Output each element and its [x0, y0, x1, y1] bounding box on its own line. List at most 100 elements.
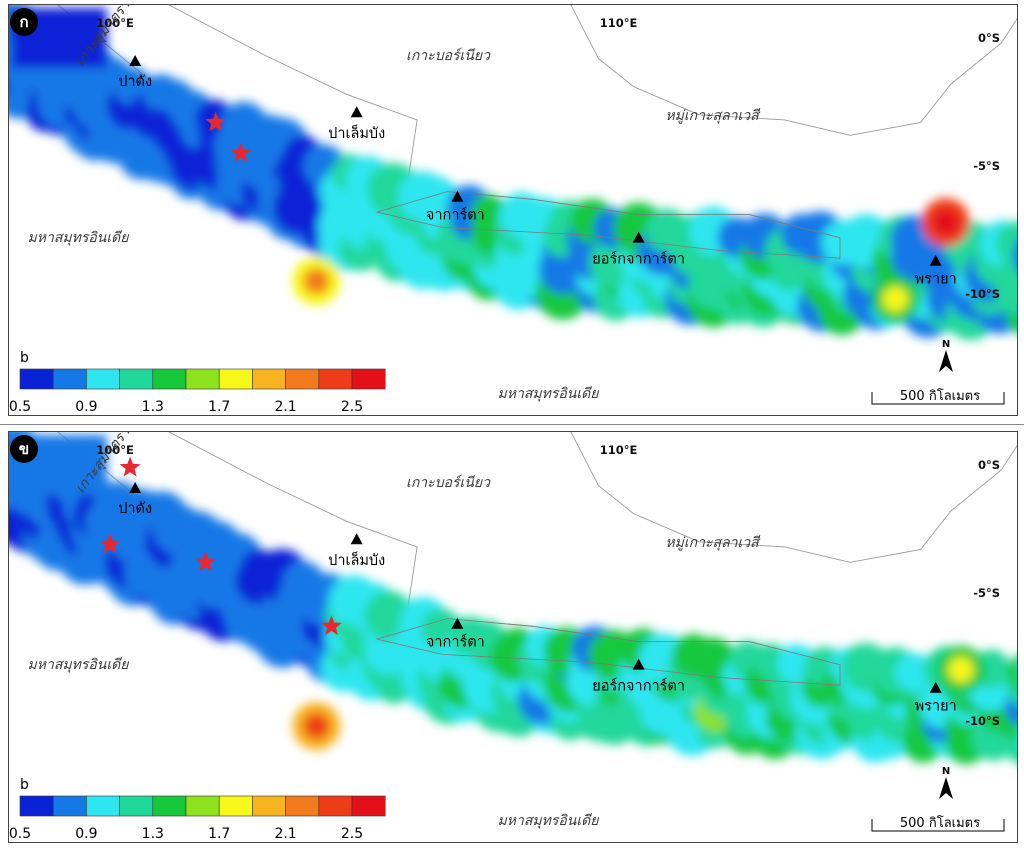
colorbar-cell [185, 795, 220, 817]
map-canvas: 100°E110°E120°E130°E0°S-5°S-10°Sเกาะสุมา… [9, 427, 1017, 829]
epicenter-star-icon [230, 142, 252, 163]
colorbar-tick-label: 0.5 [9, 399, 31, 415]
region-label: หมู่เกาะสุลาเวสี [665, 535, 761, 551]
scale-bar-line [871, 819, 1005, 832]
colorbar-tick-label: 0.5 [9, 826, 31, 842]
region-label: มหาสมุทรอินเดีย [498, 386, 600, 402]
city-label: ปาดัง [118, 501, 152, 517]
colorbar-cell [218, 368, 253, 390]
lat-label: 0°S [978, 31, 1000, 45]
city-label: ยอร์กจาการ์ตา [592, 251, 685, 268]
city-label: ปาเล็มบัง [328, 550, 385, 569]
b-value-field [9, 5, 1017, 340]
borneo-outline [570, 432, 1017, 563]
b-value-field [9, 432, 1017, 765]
lat-label: -10°S [965, 714, 1000, 728]
colorbar-tick-label: 2.1 [274, 826, 296, 842]
malay-outline [135, 0, 326, 2]
colorbar: b 0.5 0.9 1.3 1.7 2.1 2.5 [9, 350, 386, 415]
city-label: จาการ์ตา [426, 634, 485, 651]
borneo-outline [570, 5, 1017, 136]
scale-bar-line [871, 392, 1005, 405]
panel-a-map: 100°E110°E120°E130°E0°S-5°S-10°Sเกาะสุมา… [9, 0, 1017, 415]
colorbar-cell [19, 368, 54, 390]
city-label: พรายา [915, 699, 957, 715]
panel-label: ข [19, 440, 29, 458]
city-marker-icon [451, 617, 464, 629]
city-label: จาการ์ตา [426, 207, 485, 224]
colorbar-tick-label: 0.9 [75, 399, 97, 415]
city-marker-icon [632, 658, 645, 670]
epicenter-star-icon [195, 551, 217, 572]
north-arrow-icon: N [939, 766, 953, 799]
colorbar-title: b [20, 777, 29, 793]
lon-label: 100°E [96, 443, 134, 457]
epicenter-star-icon [321, 615, 342, 636]
colorbar-cell [152, 795, 187, 817]
colorbar-cell [19, 795, 54, 817]
north-arrowhead [939, 350, 953, 372]
colorbar-cell [351, 795, 386, 817]
north-label: N [942, 766, 950, 777]
city-marker-icon [129, 55, 142, 67]
colorbar-tick-label: 1.7 [208, 399, 230, 415]
lat-label: -10°S [965, 287, 1000, 301]
colorbar-cell [119, 368, 154, 390]
colorbar-cell [52, 795, 87, 817]
malay-outline [135, 427, 326, 429]
lon-label: 100°E [96, 16, 134, 30]
colorbar-tick-label: 1.3 [142, 826, 164, 842]
colorbar-cell [252, 368, 286, 390]
region-label: เกาะบอร์เนียว [406, 47, 491, 64]
colorbar-cell [152, 368, 187, 390]
north-arrow-icon: N [939, 339, 953, 372]
colorbar-cell [52, 368, 87, 390]
panel-b-frame [8, 431, 1018, 843]
city-label: พรายา [915, 272, 957, 288]
panel-label: ก [19, 13, 28, 31]
region-label: มหาสมุทรอินเดีย [28, 657, 130, 673]
lon-label: 110°E [600, 443, 638, 457]
colorbar-cell [351, 368, 386, 390]
region-label: เกาะบอร์เนียว [406, 474, 491, 491]
colorbar-cell [185, 368, 220, 390]
city-label: ปาดัง [118, 74, 152, 90]
panel-label-badge [10, 8, 38, 36]
colorbar-tick-label: 2.1 [274, 399, 296, 415]
panel-label-badge [10, 435, 38, 463]
colorbar-title: b [20, 350, 29, 366]
scale-bar: 500 กิโลเมตร [871, 388, 1005, 405]
colorbar-tick-label: 2.5 [341, 826, 363, 842]
scale-bar: 500 กิโลเมตร [871, 815, 1005, 832]
java-outline-overlay [375, 618, 841, 686]
city-marker-icon [129, 482, 142, 494]
city-marker-icon [929, 681, 942, 693]
city-marker-icon [350, 106, 363, 118]
epicenter-star-icon [119, 456, 141, 477]
colorbar-tick-label: 1.7 [208, 826, 230, 842]
lat-label: 0°S [978, 458, 1000, 472]
panel-b-map: 100°E110°E120°E130°E0°S-5°S-10°Sเกาะสุมา… [9, 427, 1017, 842]
city-label: ปาเล็มบัง [328, 123, 385, 142]
colorbar-cell [218, 795, 253, 817]
colorbar-cell [86, 795, 120, 817]
colorbar-cell [318, 795, 353, 817]
java-outline-overlay [375, 191, 841, 259]
city-label: ยอร์กจาการ์ตา [592, 678, 685, 695]
scale-label: 500 กิโลเมตร [900, 388, 980, 404]
lat-label: -5°S [973, 159, 1000, 173]
panel-a-frame [8, 4, 1018, 416]
north-label: N [942, 339, 950, 350]
colorbar-cell [318, 368, 353, 390]
north-arrowhead [939, 777, 953, 799]
epicenter-star-icon [99, 533, 121, 554]
region-label: หมู่เกาะสุลาเวสี [665, 108, 761, 124]
city-marker-icon [632, 231, 645, 243]
colorbar-tick-label: 2.5 [341, 399, 363, 415]
colorbar: b 0.5 0.9 1.3 1.7 2.1 2.5 [9, 777, 386, 842]
lon-label: 110°E [600, 16, 638, 30]
colorbar-tick-label: 1.3 [142, 399, 164, 415]
map-canvas: 100°E110°E120°E130°E0°S-5°S-10°Sเกาะสุมา… [9, 0, 1017, 402]
lat-label: -5°S [973, 586, 1000, 600]
scale-label: 500 กิโลเมตร [900, 815, 980, 831]
